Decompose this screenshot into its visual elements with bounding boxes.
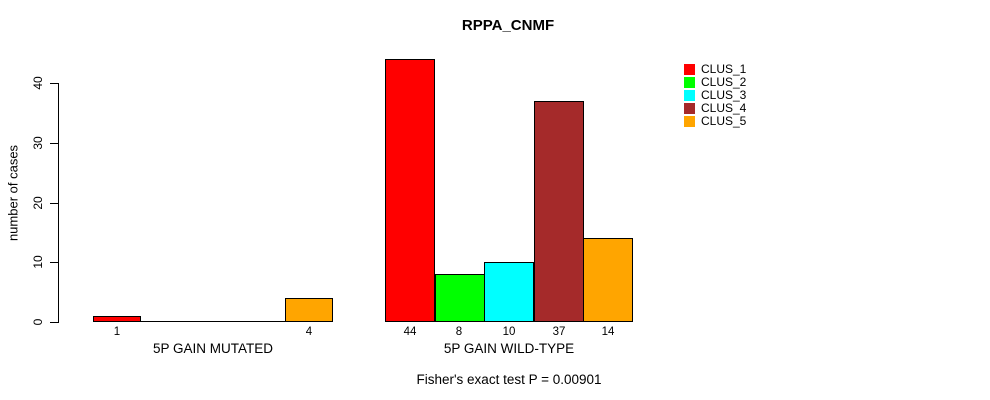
bar-value-label: 44 (403, 326, 417, 338)
y-axis-tick-label: 10 (31, 255, 45, 269)
y-axis-tick (50, 262, 58, 263)
caption: Fisher's exact test P = 0.00901 (416, 372, 602, 387)
legend-label: CLUS_3 (701, 88, 747, 102)
y-axis-tick (50, 143, 58, 144)
bar-zero (189, 321, 237, 322)
legend-label: CLUS_4 (701, 101, 747, 115)
bar (285, 298, 333, 322)
y-axis-tick (50, 322, 58, 323)
legend-swatch (684, 90, 695, 101)
legend-label: CLUS_1 (701, 62, 747, 76)
legend-swatch (684, 64, 695, 75)
y-axis-tick-label: 0 (31, 318, 45, 326)
bar-value-label: 8 (455, 326, 463, 338)
bar (484, 262, 534, 322)
bar (435, 274, 485, 322)
bar (583, 238, 633, 322)
x-group-label: 5P GAIN MUTATED (152, 341, 274, 356)
legend-swatch (684, 116, 695, 127)
x-group-label: 5P GAIN WILD-TYPE (443, 341, 575, 356)
bar-zero (237, 321, 285, 322)
bar-value-label: 10 (502, 326, 516, 338)
y-axis-tick (50, 83, 58, 84)
bar (534, 101, 584, 322)
chart-title: RPPA_CNMF (461, 17, 555, 34)
y-axis-tick-label: 20 (31, 196, 45, 210)
legend-swatch (684, 103, 695, 114)
bar (93, 316, 141, 322)
legend-swatch (684, 77, 695, 88)
y-axis-tick (50, 203, 58, 204)
bar-zero (141, 321, 189, 322)
legend-label: CLUS_2 (701, 75, 747, 89)
legend-label: CLUS_5 (701, 114, 747, 128)
y-axis-title: number of cases (5, 144, 21, 242)
bar (385, 59, 435, 322)
bar-value-label: 1 (113, 326, 121, 338)
y-axis-tick-label: 30 (31, 136, 45, 150)
y-axis-tick-label: 40 (31, 76, 45, 90)
bar-value-label: 37 (552, 326, 566, 338)
bar-value-label: 4 (305, 326, 313, 338)
bar-value-label: 14 (601, 326, 615, 338)
y-axis-line (58, 83, 59, 323)
